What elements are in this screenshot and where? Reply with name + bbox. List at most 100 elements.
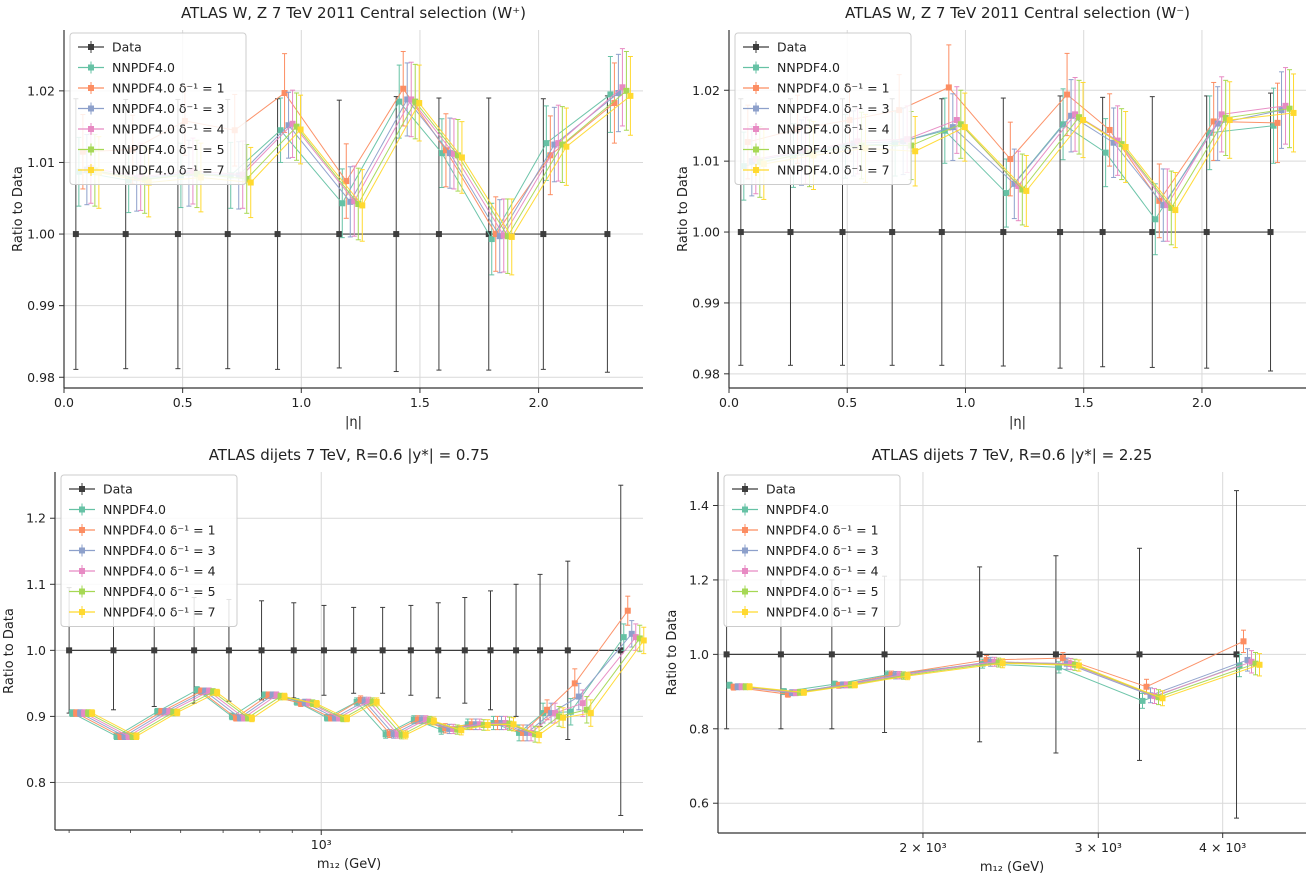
x-tick-label: 2.0 — [529, 395, 549, 410]
chart-title: ATLAS dijets 7 TeV, R=0.6 |y*| = 0.75 — [209, 446, 490, 464]
legend-marker — [79, 547, 85, 554]
data-point — [121, 733, 128, 740]
data-point — [273, 692, 280, 699]
data-point — [290, 647, 297, 654]
data-point — [884, 671, 891, 678]
data-point — [524, 729, 531, 736]
data-point — [1068, 112, 1075, 119]
legend-box — [60, 474, 238, 627]
data-point — [896, 672, 903, 679]
data-point — [784, 691, 791, 698]
y-tick-label: 1.1 — [26, 577, 46, 592]
data-point — [327, 714, 334, 721]
y-axis-label: Ratio to Data — [11, 166, 26, 252]
legend-label: NNPDF4.0 δ⁻¹ = 7 — [777, 163, 890, 178]
legend-label: NNPDF4.0 δ⁻¹ = 3 — [766, 543, 879, 558]
x-tick-label: 10³ — [311, 837, 332, 852]
data-point — [1149, 229, 1156, 236]
x-axis-label: |η| — [345, 415, 362, 430]
data-point — [301, 699, 308, 706]
data-point — [400, 85, 407, 92]
data-point — [548, 710, 555, 717]
legend-label: NNPDF4.0 δ⁻¹ = 1 — [777, 81, 890, 96]
data-point — [66, 647, 73, 654]
data-point — [72, 231, 79, 238]
data-point — [953, 117, 960, 124]
legend-marker — [753, 146, 759, 153]
data-point — [458, 154, 465, 161]
y-tick-label: 0.98 — [692, 366, 720, 381]
data-point — [382, 731, 389, 738]
data-point — [502, 719, 509, 726]
data-point — [243, 175, 250, 182]
data-point — [129, 733, 136, 740]
legend-marker — [79, 486, 85, 492]
x-axis-label: m₁₂ (GeV) — [317, 857, 381, 872]
data-point — [247, 179, 254, 186]
data-point — [536, 731, 543, 738]
data-point — [386, 730, 393, 737]
data-point — [412, 98, 419, 105]
data-point — [560, 714, 567, 721]
data-point — [1286, 105, 1293, 112]
data-point — [1076, 114, 1083, 121]
legend-marker — [753, 64, 759, 71]
legend-label: Data — [766, 482, 796, 497]
legend-label: NNPDF4.0 δ⁻¹ = 1 — [766, 523, 879, 538]
data-point — [1233, 651, 1240, 658]
chart-panel-1: 0.0 0.5 1.0 1.5 2.0 0.98 0.99 1.00 1.01 1.02 ATLAS… — [11, 4, 643, 430]
y-tick-label: 1.2 — [689, 572, 709, 587]
data-point — [414, 716, 421, 723]
data-point — [81, 710, 88, 717]
data-point — [1274, 119, 1281, 126]
legend-label: NNPDF4.0 δ⁻¹ = 3 — [777, 101, 890, 116]
data-point — [496, 233, 503, 240]
data-point — [567, 708, 574, 715]
data-point — [450, 150, 457, 157]
data-point — [361, 698, 368, 705]
data-point — [369, 698, 376, 705]
data-point — [1164, 202, 1171, 209]
legend-label: Data — [112, 40, 142, 55]
data-point — [407, 647, 414, 654]
data-point — [214, 689, 221, 696]
data-point — [556, 713, 563, 720]
data-point — [480, 721, 487, 728]
x-tick-label: 2 × 10³ — [899, 840, 946, 855]
data-point — [1282, 102, 1289, 109]
data-point — [336, 231, 343, 238]
x-tick-label: 0.5 — [173, 395, 193, 410]
legend-marker — [79, 527, 85, 533]
data-point — [1172, 207, 1179, 214]
legend-marker — [742, 527, 748, 533]
data-point — [228, 713, 235, 720]
series-group — [723, 490, 1263, 819]
data-point — [430, 718, 437, 725]
data-point — [435, 231, 442, 238]
data-point — [889, 229, 896, 236]
data-point — [438, 150, 445, 157]
y-axis-label: Ratio to Data — [2, 608, 17, 694]
x-tick-label: 4 × 10³ — [1199, 840, 1246, 855]
legend-marker — [88, 167, 94, 173]
data-point — [1099, 229, 1106, 236]
data-point — [1057, 229, 1064, 236]
data-point — [396, 98, 403, 105]
data-point — [619, 84, 626, 91]
data-point — [787, 229, 794, 236]
data-point — [1007, 156, 1014, 163]
legend-marker — [742, 588, 748, 595]
data-point — [320, 647, 327, 654]
data-point — [555, 140, 562, 147]
data-point — [1067, 661, 1074, 668]
y-tick-label: 1.01 — [27, 155, 55, 170]
data-point — [408, 96, 415, 103]
data-point — [976, 651, 983, 658]
data-point — [508, 233, 515, 240]
data-point — [532, 731, 539, 738]
data-point — [1064, 91, 1071, 98]
data-point — [438, 726, 445, 733]
data-point — [839, 681, 846, 688]
data-point — [174, 231, 181, 238]
legend-label: NNPDF4.0 — [777, 60, 840, 75]
